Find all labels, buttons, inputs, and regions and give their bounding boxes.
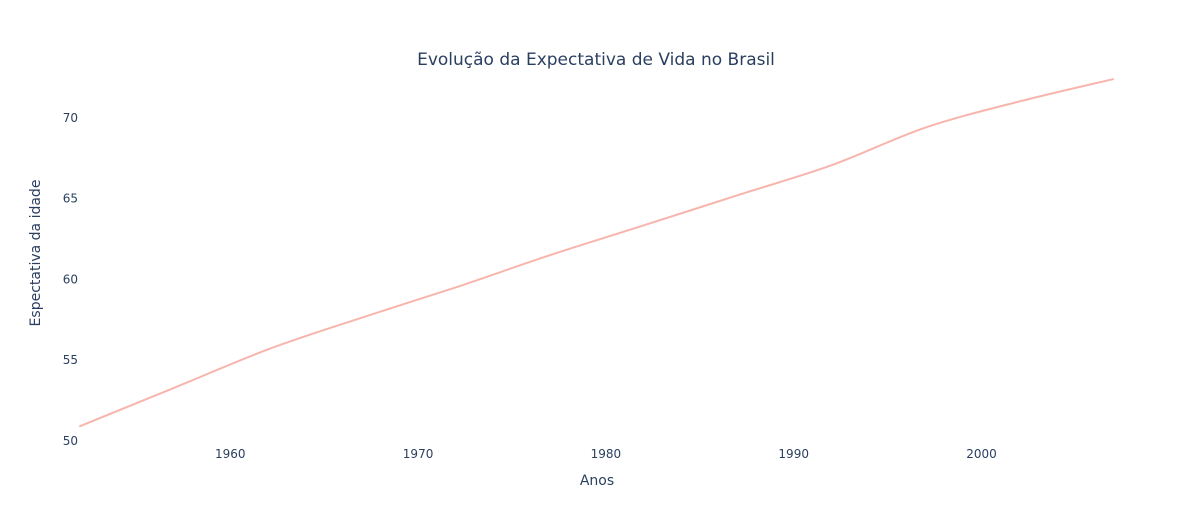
y-tick-label: 65 <box>63 192 78 206</box>
y-tick-label: 55 <box>63 353 78 367</box>
x-tick-label: 1970 <box>403 447 434 461</box>
y-axis-title: Espectativa da idade <box>28 180 44 327</box>
y-tick-label: 50 <box>63 434 78 448</box>
x-tick-label: 1960 <box>215 447 246 461</box>
series-line <box>79 78 1114 428</box>
y-tick-label: 70 <box>63 111 78 125</box>
x-tick-label: 1980 <box>591 447 622 461</box>
y-tick-label: 60 <box>63 272 78 286</box>
x-axis-title: Anos <box>580 473 614 489</box>
x-tick-label: 1990 <box>778 447 809 461</box>
x-axis-ticks: 1960 1970 1980 1990 2000 <box>215 447 997 461</box>
x-tick-label: 2000 <box>966 447 997 461</box>
chart-title: Evolução da Expectativa de Vida no Brasi… <box>417 50 775 70</box>
y-axis-ticks: 50 55 60 65 70 <box>63 111 78 448</box>
